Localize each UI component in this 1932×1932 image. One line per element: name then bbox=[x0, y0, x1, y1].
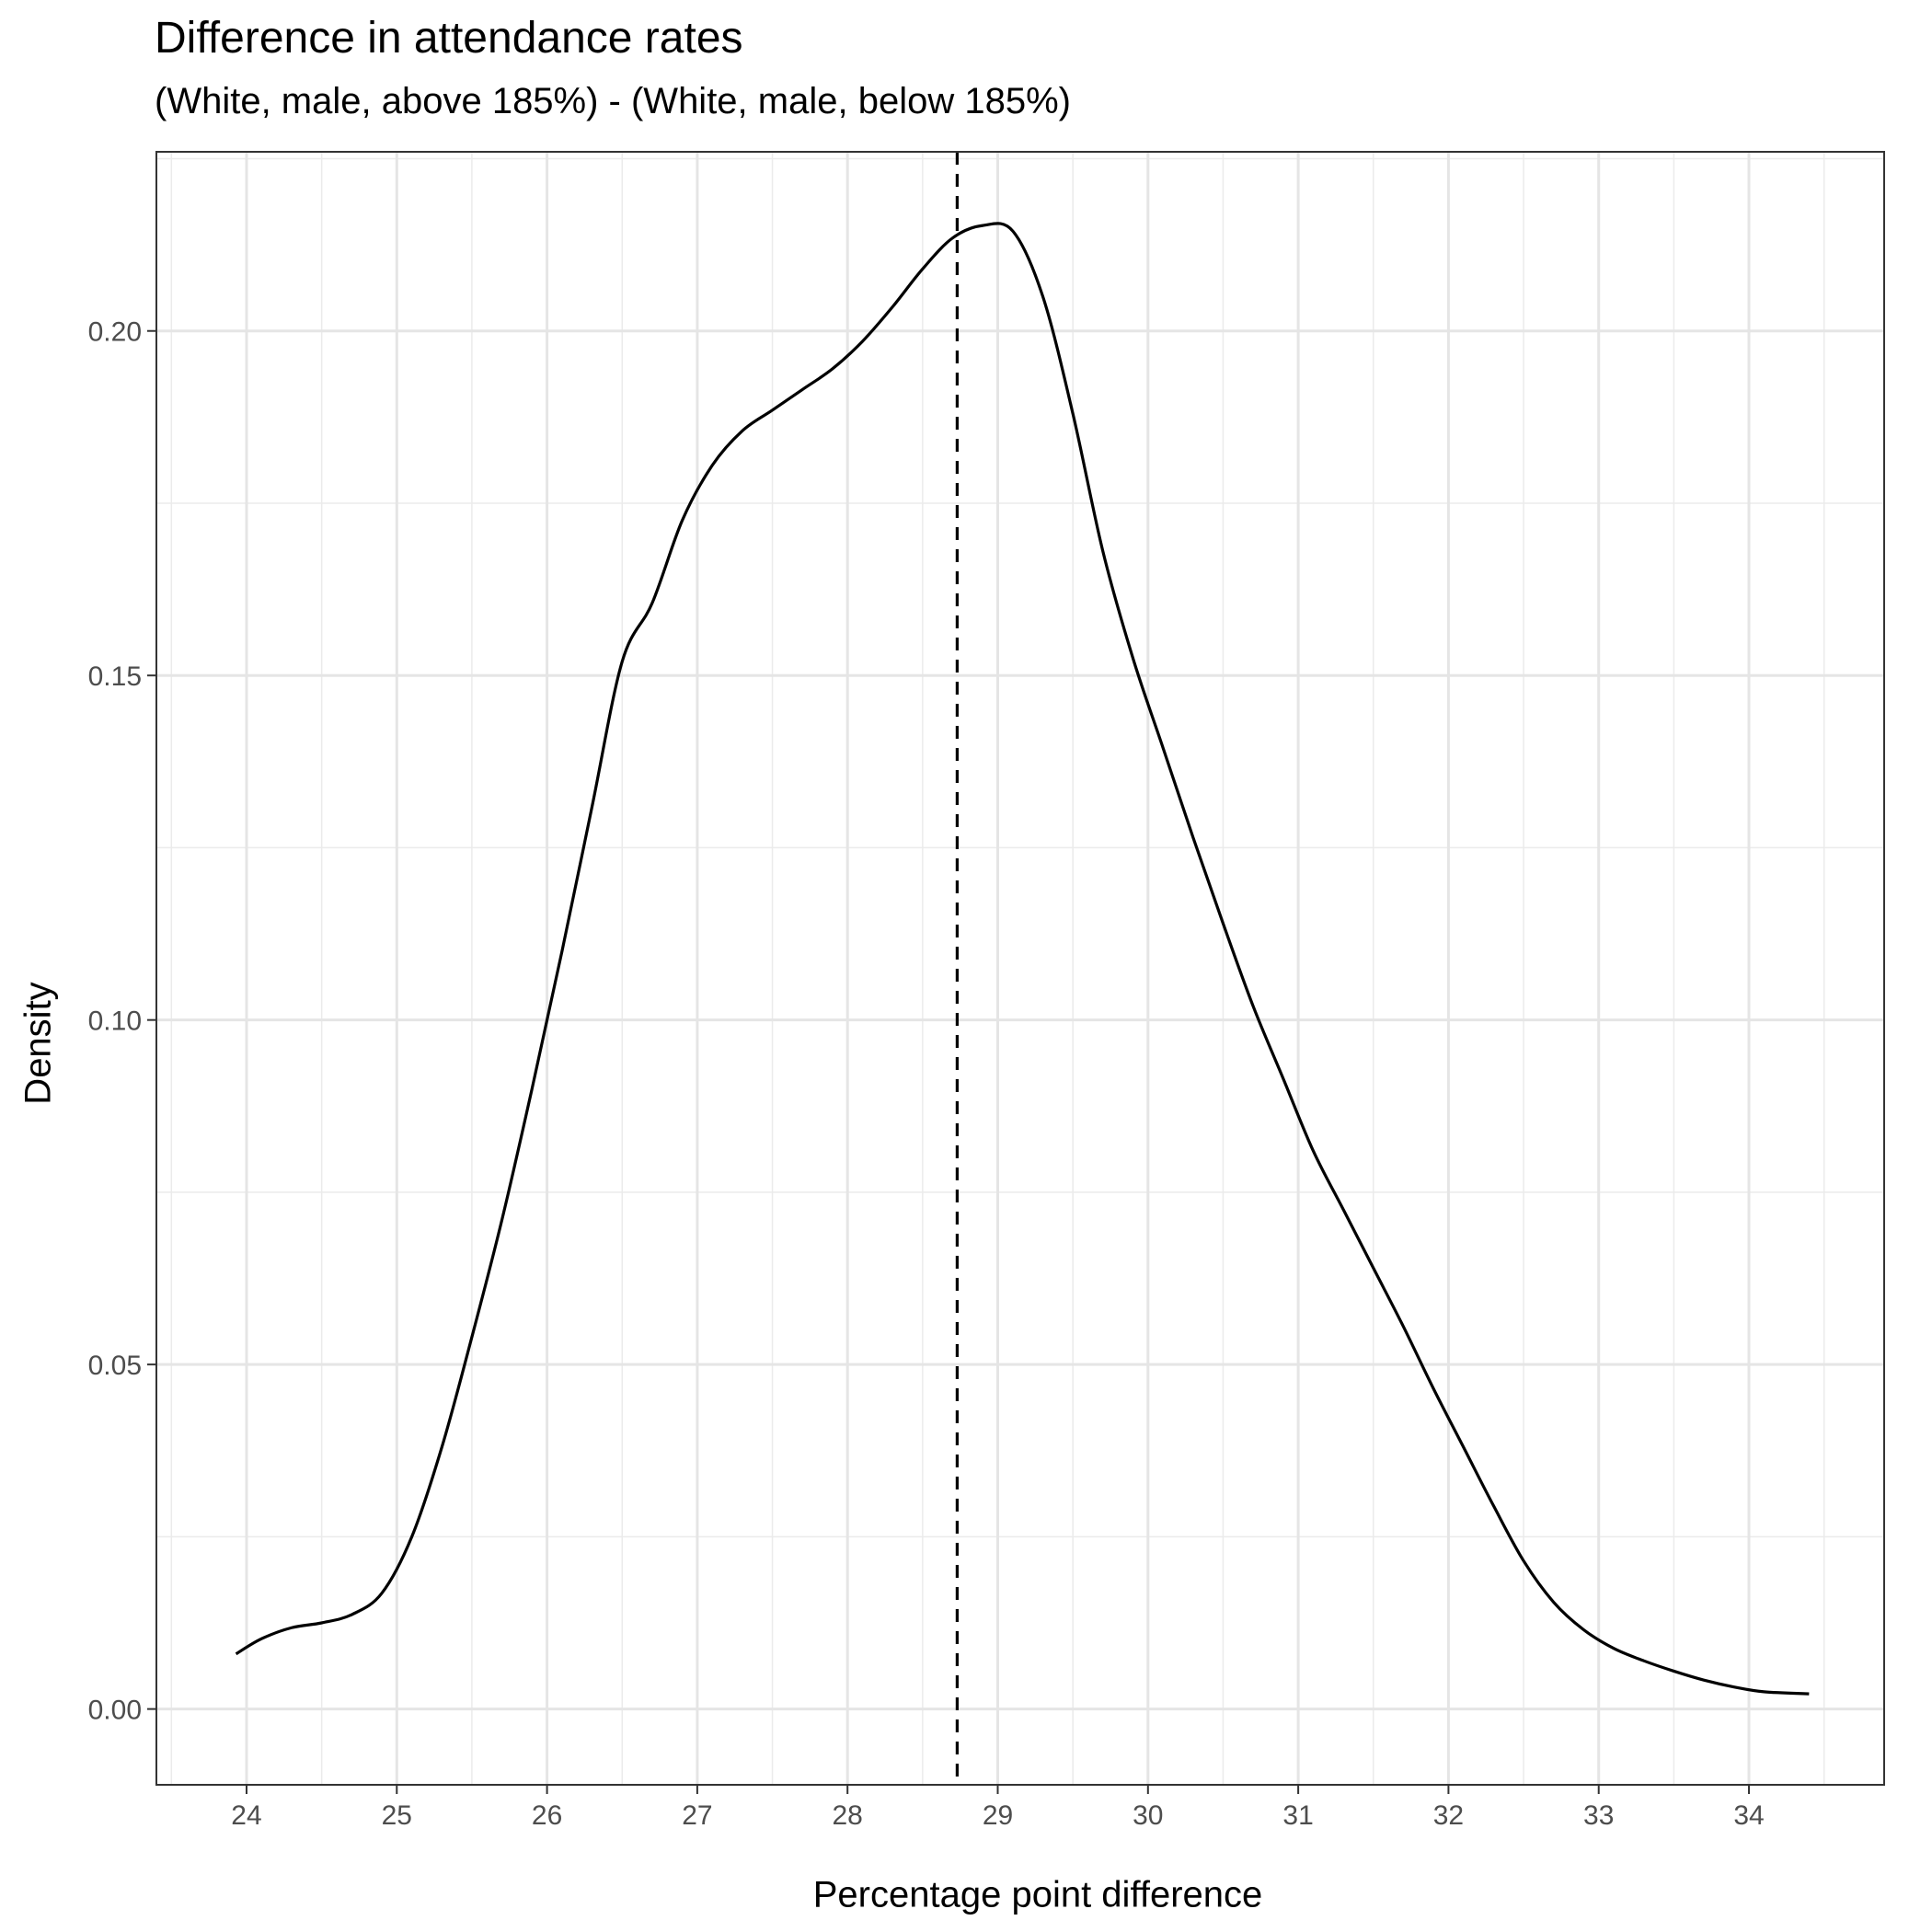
plot-panel-border bbox=[155, 151, 1885, 1786]
chart-marks bbox=[235, 152, 1810, 1785]
y-tick-label: 0.05 bbox=[88, 1351, 142, 1381]
density-curve bbox=[235, 222, 1810, 1696]
x-tick-label: 33 bbox=[1583, 1800, 1614, 1831]
x-tick-label: 28 bbox=[833, 1800, 863, 1831]
chart-subtitle: (White, male, above 185%) - (White, male… bbox=[155, 81, 1071, 121]
x-tick-label: 24 bbox=[231, 1800, 261, 1831]
plot-panel-background bbox=[156, 152, 1884, 1785]
axis-ticks: 24 25 26 27 28 29 30 31 32 33 34 0.00 0.05 0.10 0.15 0.… bbox=[88, 317, 1765, 1831]
y-tick-label: 0.00 bbox=[88, 1696, 142, 1726]
x-tick-label: 25 bbox=[382, 1800, 412, 1831]
y-tick-label: 0.20 bbox=[88, 317, 142, 348]
major-gridlines bbox=[156, 152, 1884, 1785]
x-tick-label: 32 bbox=[1433, 1800, 1464, 1831]
x-tick-label: 27 bbox=[682, 1800, 712, 1831]
x-tick-label: 30 bbox=[1133, 1800, 1163, 1831]
y-tick-label: 0.15 bbox=[88, 661, 142, 692]
minor-gridlines bbox=[156, 152, 1884, 1785]
x-axis-label: Percentage point difference bbox=[812, 1874, 1263, 1915]
x-tick-label: 31 bbox=[1282, 1800, 1313, 1831]
x-tick-label: 26 bbox=[532, 1800, 562, 1831]
x-tick-label: 29 bbox=[983, 1800, 1013, 1831]
y-tick-label: 0.10 bbox=[88, 1006, 142, 1037]
chart-title: Difference in attendance rates bbox=[155, 14, 743, 63]
x-tick-label: 34 bbox=[1733, 1800, 1764, 1831]
